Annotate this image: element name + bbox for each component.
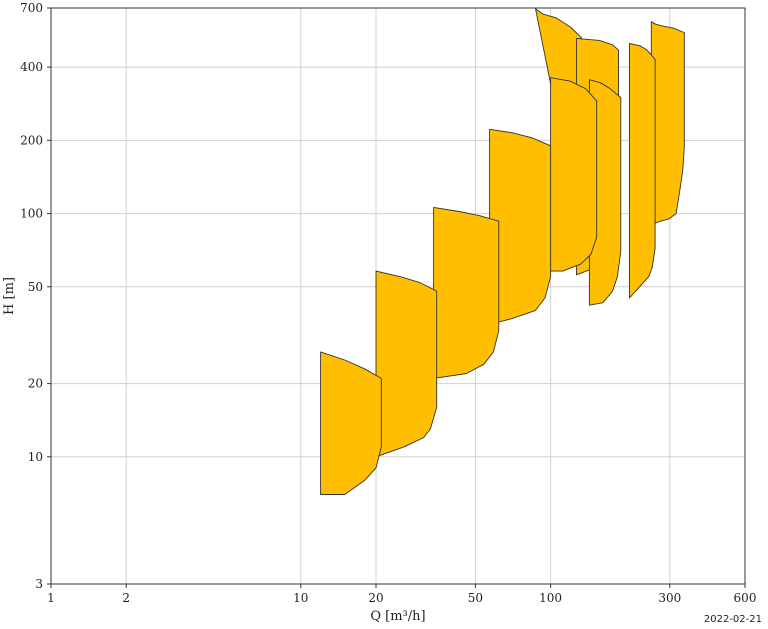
y-tick-label: 400 [20, 60, 43, 74]
pump-area [320, 351, 382, 495]
pump-area [588, 79, 622, 306]
performance-areas [320, 8, 685, 495]
x-tick-label: 20 [368, 591, 383, 605]
x-tick-label: 300 [658, 591, 681, 605]
x-tick-label: 10 [293, 591, 308, 605]
y-axis-ticks: 3 10 20 50 100 200 400 700 [20, 1, 51, 591]
x-tick-label: 2 [122, 591, 130, 605]
pump-area [489, 128, 552, 325]
pump-area [650, 21, 685, 226]
y-tick-label: 200 [20, 133, 43, 147]
pump-area [550, 77, 598, 272]
x-axis-ticks: 1 2 10 20 50 100 300 600 [47, 584, 756, 605]
pump-area [629, 43, 656, 299]
y-tick-label: 700 [20, 1, 43, 15]
y-tick-label: 3 [35, 577, 43, 591]
plot-frame [50, 7, 746, 585]
x-axis-label: Q [m³/h] [370, 609, 425, 624]
y-tick-label: 10 [28, 450, 43, 464]
y-tick-label: 50 [28, 280, 43, 294]
y-tick-label: 20 [28, 377, 43, 391]
x-tick-label: 100 [539, 591, 562, 605]
date-stamp: 2022-02-21 [703, 614, 762, 625]
pump-area [375, 270, 438, 458]
pump-area [433, 206, 500, 379]
x-tick-label: 1 [47, 591, 55, 605]
y-axis-label: H [m] [2, 277, 17, 315]
x-tick-label: 50 [468, 591, 483, 605]
y-tick-label: 100 [20, 207, 43, 221]
x-tick-label: 600 [734, 591, 757, 605]
